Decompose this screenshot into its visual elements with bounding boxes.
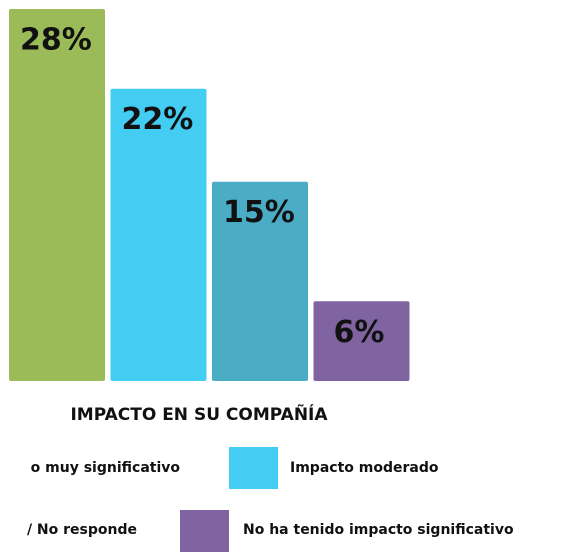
value-label: 22% (122, 102, 194, 137)
bar (9, 9, 105, 381)
legend-swatch (180, 510, 229, 552)
legend-label: No ha tenido impacto significativo (243, 522, 514, 538)
value-label: 15% (223, 195, 295, 230)
legend-label: Impacto moderado (290, 460, 439, 476)
value-label: 6% (334, 315, 385, 350)
bar (313, 301, 410, 381)
legend-label: / No responde (27, 522, 137, 538)
legend-swatch (229, 447, 278, 489)
value-label: 28% (20, 23, 92, 58)
chart-title: IMPACTO EN SU COMPAÑÍA (70, 402, 328, 425)
bar (110, 88, 207, 381)
legend-label: o muy significativo (31, 460, 181, 476)
bar (212, 181, 308, 381)
